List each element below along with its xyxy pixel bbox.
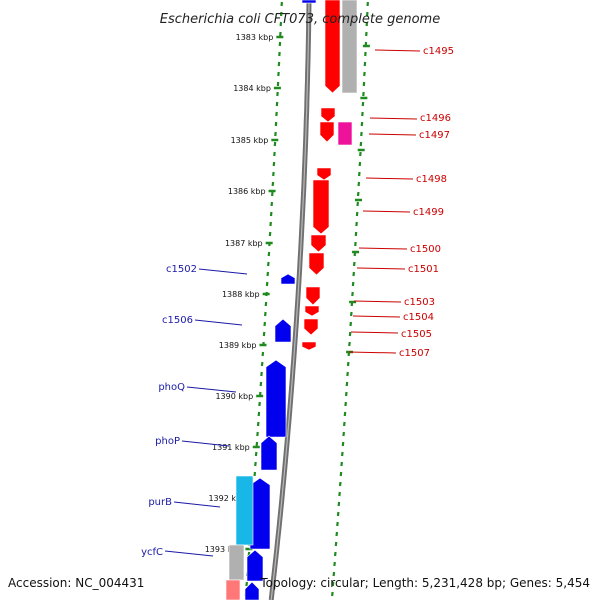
leader-line-forward: [350, 331, 399, 334]
scale-tick-label: 1392 kbp: [208, 494, 246, 503]
gene-labels: c1495 c1496 c1497 c1498 c1499 c1500 c1501 c1503…: [141, 46, 454, 558]
scale-tick-label: 1386 kbp: [228, 187, 266, 196]
gene-box-grey-2: [228, 544, 245, 581]
gene-box-top: [301, 0, 317, 4]
leader-line-forward: [353, 300, 402, 303]
leader-line-forward: [358, 247, 408, 250]
gene-box-grey: [341, 0, 358, 94]
backbone-line: [268, 0, 312, 600]
gene-features: [225, 0, 358, 600]
gene-label-forward: c1495: [423, 46, 454, 57]
leader-line-forward: [356, 267, 406, 270]
scale-tick-label: 1383 kbp: [236, 33, 274, 42]
gene-arrow-c1500: [310, 234, 327, 253]
gene-label-forward: c1499: [413, 207, 444, 218]
gene-arrow-c1501: [308, 252, 325, 276]
gene-arrow-bottom: [244, 581, 260, 600]
gene-label-forward: c1496: [420, 113, 451, 124]
scale-tick-label: 1388 kbp: [222, 290, 260, 299]
leader-line-reverse: [198, 268, 248, 275]
gene-label-forward: c1501: [408, 264, 439, 275]
gene-label-reverse: c1502: [166, 264, 197, 275]
gene-arrow-c1507: [301, 341, 317, 351]
scale-tick-label: 1384 kbp: [233, 84, 271, 93]
leader-line-forward: [365, 177, 414, 180]
gene-arrow-c1505: [303, 318, 319, 336]
gene-box-cyan: [235, 475, 254, 546]
gene-arrow-ycfC: [246, 549, 264, 582]
scale-tick-label: 1393 kbp: [205, 545, 243, 554]
gene-label-forward: c1504: [403, 312, 434, 323]
genome-backbone: [268, 0, 312, 600]
gene-arrow-c1503: [305, 286, 321, 306]
leader-line-forward: [362, 210, 411, 213]
leader-line-reverse: [173, 501, 221, 508]
scale-tick-label: 1390 kbp: [215, 392, 253, 401]
gene-label-reverse: ycfC: [141, 547, 163, 558]
gene-arrow-phoQ: [265, 359, 287, 438]
map-title: Escherichia coli CFT073, complete genome: [160, 12, 440, 27]
backbone-highlight: [270, 0, 310, 600]
gene-arrow-c1495: [324, 0, 341, 94]
scale-tick-label: 1389 kbp: [219, 341, 257, 350]
leader-line-forward: [368, 133, 417, 136]
leader-line-forward: [369, 117, 418, 120]
scale-ticks: 1383 kbp 1384 kbp 1385 kbp 1386 kbp 1387 kbp…: [205, 33, 370, 554]
leader-line-forward: [348, 351, 397, 354]
gene-box-c1497: [337, 121, 353, 146]
gene-arrow-c1496a: [320, 107, 336, 123]
gene-label-forward: c1507: [399, 348, 430, 359]
leader-line-forward: [374, 49, 421, 52]
scale-tick-label: 1391 kbp: [212, 443, 250, 452]
left-dotted-dash: [245, 581, 248, 587]
genome-summary-text: Topology: circular; Length: 5,231,428 bp…: [259, 576, 590, 590]
gene-arrow-c1504: [304, 305, 320, 317]
leader-line-reverse: [164, 550, 214, 557]
gene-label-forward: c1497: [419, 130, 450, 141]
gene-arrow-c1497a: [319, 121, 335, 143]
gene-arrow-c1499: [312, 179, 330, 235]
leader-line-reverse: [181, 440, 230, 447]
dotted-guide-lines: [244, 1, 370, 597]
scale-tick-label: 1387 kbp: [225, 239, 263, 248]
gene-arrow-phoP: [260, 435, 278, 471]
gene-label-forward: c1498: [416, 174, 447, 185]
gene-label-reverse: phoP: [155, 436, 180, 447]
scale-tick-label: 1385 kbp: [231, 136, 269, 145]
leader-line-reverse: [186, 386, 237, 393]
gene-arrow-c1498a: [316, 167, 332, 181]
gene-label-forward: c1503: [404, 297, 435, 308]
gene-label-reverse: c1506: [162, 315, 193, 326]
leader-line-forward: [352, 315, 401, 318]
gene-box-salmon: [225, 579, 241, 600]
gene-label-forward: c1505: [401, 329, 432, 340]
leader-line-reverse: [194, 319, 243, 326]
gene-arrow-c1506: [274, 318, 292, 343]
accession-text: Accession: NC_004431: [8, 576, 144, 590]
gene-arrow-c1502: [280, 273, 296, 285]
gene-label-reverse: phoQ: [158, 382, 185, 393]
gene-label-reverse: purB: [148, 497, 172, 508]
gene-label-forward: c1500: [410, 244, 441, 255]
